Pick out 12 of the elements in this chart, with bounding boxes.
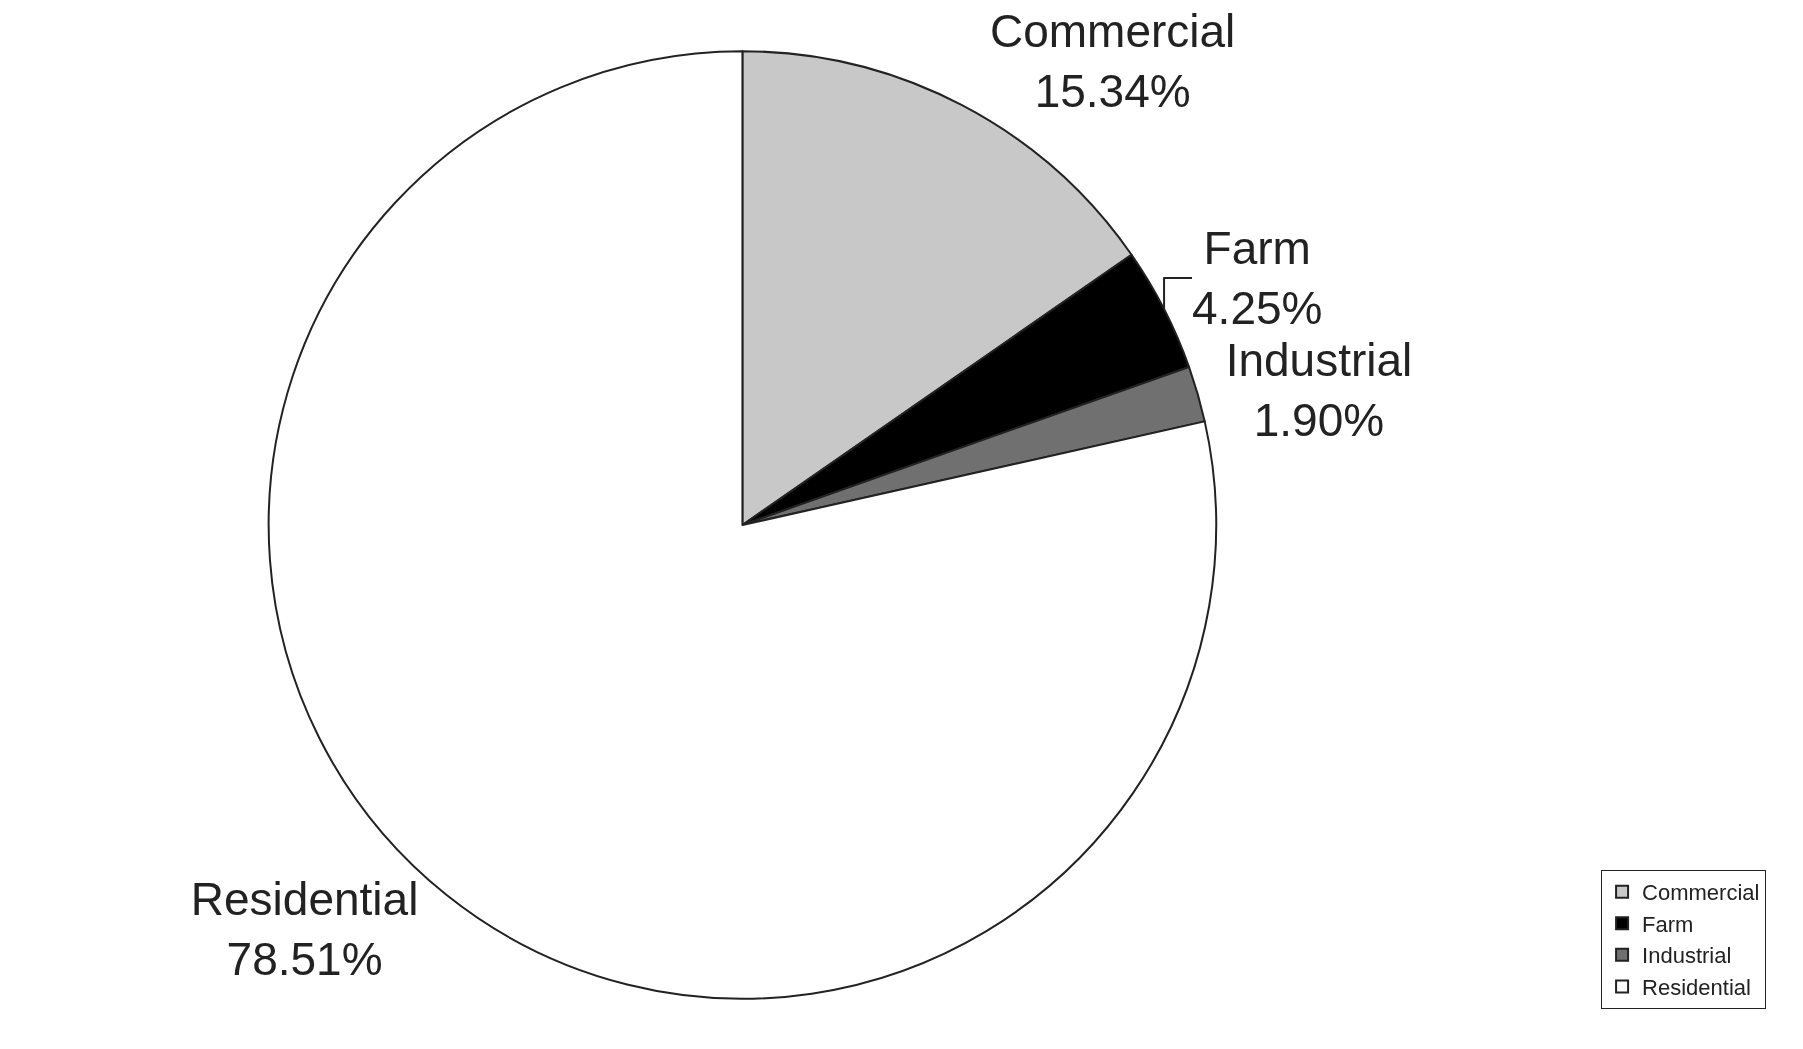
data-label: 1.90% xyxy=(1253,393,1385,446)
data-label: 78.51% xyxy=(226,932,383,985)
slice-label: Farm xyxy=(1203,221,1311,274)
data-label: 15.34% xyxy=(1034,65,1191,118)
legend-label: Commercial xyxy=(1642,880,1760,906)
slice-label: Commercial xyxy=(989,5,1236,58)
slice-label: Industrial xyxy=(1225,333,1413,386)
data-label: 4.25% xyxy=(1192,281,1323,334)
slice-label: Residential xyxy=(190,872,419,925)
legend-label: Industrial xyxy=(1642,943,1732,969)
legend-label: Residential xyxy=(1642,975,1751,1001)
legend-label: Farm xyxy=(1642,911,1694,937)
